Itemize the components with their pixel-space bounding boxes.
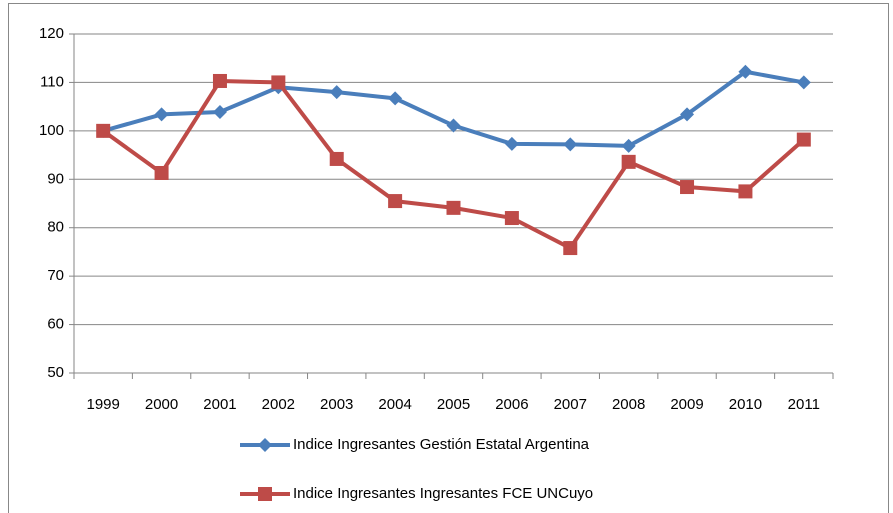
legend-label: Indice Ingresantes Ingresantes FCE UNCuy… (293, 485, 593, 502)
data-point (446, 118, 461, 133)
x-tick-label: 2002 (262, 396, 295, 413)
data-point (621, 138, 636, 153)
data-point (563, 137, 578, 152)
x-tick-label: 2003 (320, 396, 353, 413)
y-tick-label: 50 (47, 364, 64, 381)
x-tick-label: 2009 (670, 396, 703, 413)
data-point (680, 180, 695, 195)
data-point (680, 107, 695, 122)
data-point (212, 73, 227, 88)
y-tick-label: 120 (39, 25, 64, 42)
data-point (96, 123, 111, 138)
data-point (154, 107, 169, 122)
y-tick-label: 100 (39, 122, 64, 139)
data-point (504, 136, 519, 151)
data-point (446, 200, 461, 215)
y-tick-label: 60 (47, 316, 64, 333)
data-point (212, 104, 227, 119)
y-tick-label: 70 (47, 267, 64, 284)
x-tick-label: 2000 (145, 396, 178, 413)
data-point (329, 85, 344, 100)
data-point (796, 132, 811, 147)
data-point (563, 241, 578, 256)
y-tick-label: 80 (47, 219, 64, 236)
data-point (796, 75, 811, 90)
data-point (329, 151, 344, 166)
data-point (271, 75, 286, 90)
x-tick-label: 2010 (729, 396, 762, 413)
x-tick-label: 2006 (495, 396, 528, 413)
y-tick-label: 110 (40, 73, 64, 90)
x-tick-label: 2008 (612, 396, 645, 413)
x-tick-label: 2004 (378, 396, 411, 413)
x-tick-label: 1999 (87, 396, 120, 413)
x-tick-label: 2001 (203, 396, 236, 413)
y-tick-label: 90 (47, 170, 64, 187)
legend-marker (258, 487, 272, 501)
x-tick-label: 2011 (788, 396, 820, 413)
data-point (388, 194, 403, 209)
data-point (621, 154, 636, 169)
data-point (738, 64, 753, 79)
data-point (388, 91, 403, 106)
x-tick-label: 2007 (554, 396, 587, 413)
legend-marker (258, 438, 272, 452)
legend-label: Indice Ingresantes Gestión Estatal Argen… (293, 436, 590, 453)
chart-border (8, 3, 889, 513)
data-point (738, 184, 753, 199)
data-point (154, 165, 169, 180)
data-point (504, 211, 519, 226)
x-tick-label: 2005 (437, 396, 470, 413)
